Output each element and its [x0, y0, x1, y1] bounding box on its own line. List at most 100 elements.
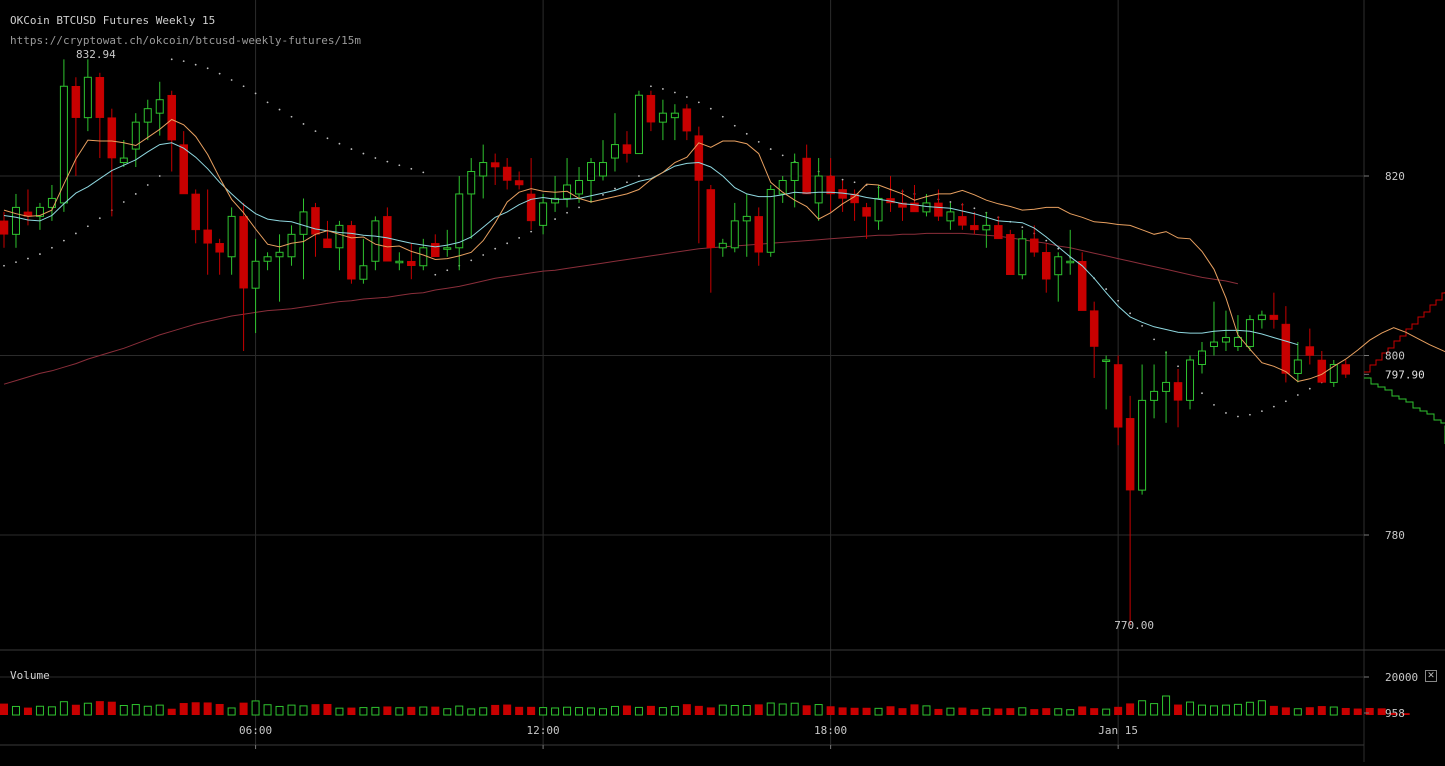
volume-bar-down [934, 709, 942, 715]
volume-bar-up [1187, 702, 1194, 715]
volume-bar-up [767, 703, 774, 715]
sar-dot [950, 201, 952, 203]
candle-body-down [755, 216, 763, 252]
volume-bar-down [24, 708, 32, 715]
chart-url[interactable]: https://cryptowat.ch/okcoin/btcusd-weekl… [10, 34, 361, 47]
candle-body-up [1163, 382, 1170, 391]
close-volume-icon[interactable]: ✕ [1425, 670, 1437, 682]
volume-bar-up [264, 705, 271, 715]
candle [552, 176, 559, 212]
volume-bar-up [1103, 709, 1110, 715]
sar-dot [279, 109, 281, 111]
candle-body-down [994, 225, 1002, 238]
candle-body-up [456, 194, 463, 248]
sar-dot [854, 181, 856, 183]
volume-bar-up [1019, 708, 1026, 715]
volume-bar-up [84, 703, 91, 715]
candle [1306, 329, 1314, 365]
sar-dot [482, 254, 484, 256]
candle [1330, 360, 1337, 387]
candle-body-up [1103, 360, 1110, 362]
candle [1090, 302, 1098, 378]
candle-body-up [396, 261, 403, 263]
candle [827, 158, 835, 212]
candle [1174, 369, 1182, 427]
volume-bar-up [1222, 705, 1229, 715]
ma-long-line [4, 233, 1238, 384]
candle-body-up [540, 203, 547, 225]
candle-body-up [588, 163, 595, 181]
candle-body-down [491, 163, 499, 167]
candle [276, 234, 283, 301]
volume-bar-down [683, 704, 691, 715]
candle [480, 145, 487, 199]
sar-dot [758, 141, 760, 143]
candle-body-up [791, 163, 798, 181]
candle-body-down [1306, 347, 1314, 356]
candle [815, 158, 822, 221]
candle [168, 91, 176, 172]
candle-body-up [144, 109, 151, 122]
volume-bar-up [252, 701, 259, 715]
sar-dot [698, 102, 700, 104]
candle-body-up [336, 225, 343, 247]
depth-bid-line [1364, 378, 1445, 444]
volume-bar-down [192, 702, 200, 715]
sar-dot [662, 88, 664, 90]
sar-dot [1153, 338, 1155, 340]
candle [958, 203, 966, 230]
candle [468, 158, 475, 239]
volume-bar-down [72, 705, 80, 715]
candle-body-down [647, 95, 655, 122]
candle-body-down [1174, 382, 1182, 400]
volume-bar-up [1330, 707, 1337, 715]
volume-bar-up [1234, 704, 1241, 715]
candle [12, 194, 19, 248]
candle-body-down [958, 216, 966, 225]
candle [527, 158, 535, 230]
last-price-label: 797.90 [1385, 368, 1425, 381]
sar-dot [746, 133, 748, 135]
sar-dot [566, 212, 568, 214]
sar-dot [446, 269, 448, 271]
volume-bar-down [1318, 706, 1326, 715]
sar-dot [63, 240, 65, 242]
time-tick-label: 06:00 [239, 724, 272, 737]
candle-body-up [84, 77, 91, 117]
candle [431, 234, 439, 256]
volume-bar-up [1163, 696, 1170, 715]
volume-bar-down [994, 709, 1002, 715]
candle-body-up [923, 203, 930, 212]
volume-bar-down [887, 706, 895, 715]
candle-body-down [515, 180, 523, 184]
candle-body-up [468, 172, 475, 194]
sar-dot [1117, 300, 1119, 302]
volume-bar-down [755, 704, 763, 715]
candle-body-up [360, 266, 367, 279]
volume-bar-down [695, 706, 703, 715]
candle [743, 194, 750, 257]
volume-bar-up [815, 705, 822, 715]
volume-bar-up [396, 708, 403, 715]
low-price-annotation: 770.00 [1114, 619, 1154, 632]
candle [0, 212, 8, 248]
volume-bar-down [240, 703, 248, 715]
volume-bar-down [647, 706, 655, 715]
volume-bar-up [60, 702, 67, 715]
candle-body-up [264, 257, 271, 261]
volume-bar-up [791, 703, 798, 715]
sar-dot [195, 64, 197, 66]
volume-bar-up [983, 708, 990, 715]
sar-dot [434, 274, 436, 276]
candle-body-up [947, 212, 954, 221]
candle [515, 172, 523, 190]
sar-dot [3, 265, 5, 267]
sar-dot [1237, 416, 1239, 418]
sar-dot [159, 175, 161, 177]
candle [503, 158, 511, 189]
candle-body-down [827, 176, 835, 194]
candle [323, 221, 331, 248]
candle [396, 252, 403, 270]
